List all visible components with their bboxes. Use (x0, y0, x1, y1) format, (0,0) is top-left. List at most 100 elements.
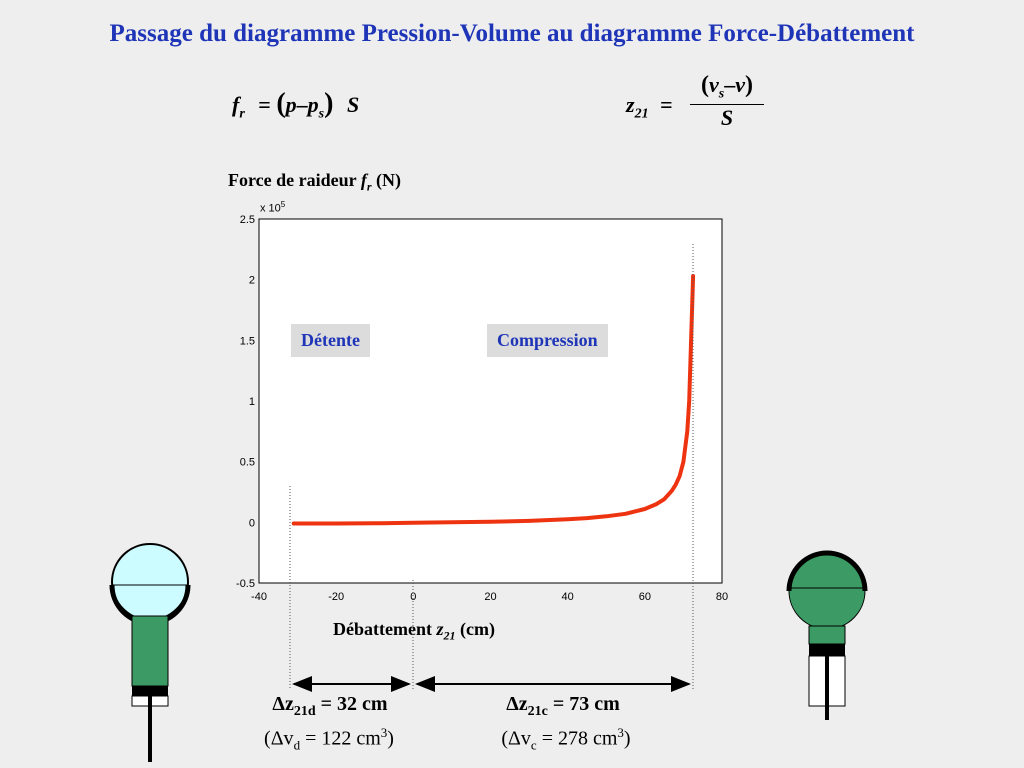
page-title: Passage du diagramme Pression-Volume au … (109, 20, 915, 47)
y-scale-factor: x 105 (260, 200, 285, 215)
x-axis-label-text: Débattement (333, 619, 437, 639)
label-detente: Détente (291, 324, 370, 357)
delta-vc-exp: 3 (617, 725, 624, 740)
series-points (292, 274, 695, 526)
formula-num-v: v (709, 72, 719, 97)
series-line (291, 274, 696, 526)
formula-num-v2: v (735, 72, 745, 97)
delta-v-detente: (Δvd = 122 cm3) (226, 725, 432, 754)
series-point (411, 521, 415, 525)
delta-v-compression: (Δvc = 278 cm3) (463, 725, 669, 754)
formula-var-S: S (346, 92, 360, 117)
y-tick-label: 0.5 (240, 457, 255, 469)
delta-d-sub: 21d (293, 704, 316, 719)
series-point (662, 497, 666, 501)
series-point (292, 522, 296, 526)
formula-minus: – (296, 92, 308, 117)
scale-factor-exp: 5 (280, 200, 286, 209)
x-tick-label: -20 (328, 591, 344, 603)
formula-fraction: (vs–v) S (690, 72, 764, 131)
piston-left-head (132, 686, 168, 696)
piston-right-illustration (786, 550, 868, 720)
x-axis-label-var: z (436, 619, 444, 639)
formula-sub-21: 21 (634, 106, 649, 122)
formula-sub-r: r (239, 106, 245, 122)
formula-var-f: f (232, 92, 240, 117)
y-tick-label: -0.5 (236, 578, 255, 590)
x-tick-label: 40 (562, 591, 574, 603)
formula-paren-close: ) (324, 88, 334, 119)
delta-vd-close: ) (387, 727, 394, 750)
series-point (373, 521, 377, 525)
x-axis-label-unit: (cm) (455, 619, 495, 639)
y-axis-label-text: Force de raideur (228, 170, 361, 190)
y-tick-label: 2 (249, 275, 255, 287)
x-tick-label: 80 (716, 591, 728, 603)
series-point (624, 512, 628, 516)
delta-vd-sub: d (293, 737, 301, 753)
y-tick-label: 2.5 (240, 214, 255, 226)
delta-vc-value: = 278 cm (536, 727, 618, 750)
series-point (489, 520, 492, 524)
y-tick-label: 1 (249, 396, 255, 408)
series-point (670, 489, 674, 493)
x-tick-label: 0 (410, 591, 416, 603)
delta-d-symbol: Δz (272, 693, 294, 715)
delta-vd-value: = 122 cm (300, 727, 381, 750)
piston-right-seal (786, 550, 868, 592)
delta-c-sub: 21c (527, 704, 548, 719)
y-tick-label: 1.5 (240, 335, 255, 347)
formula-sub-s: s (318, 106, 325, 122)
formula-eq-right: = (660, 92, 673, 117)
formula-eq: = (258, 92, 271, 117)
delta-z-compression: Δz21c = 73 cm (463, 693, 663, 720)
delta-vd-exp: 3 (380, 725, 388, 740)
delta-z-detente: Δz21d = 32 cm (230, 693, 430, 720)
delta-c-symbol: Δz (506, 693, 528, 715)
series-point (689, 338, 693, 342)
series-point (527, 519, 531, 523)
x-tick-label: 20 (484, 591, 496, 603)
delta-vc-open: (Δv (501, 727, 531, 750)
plot-area (258, 218, 723, 584)
delta-d-value: = 32 cm (315, 693, 388, 715)
x-axis-label-sub: 21 (443, 628, 456, 643)
delta-vc-sub: c (530, 737, 537, 753)
formula-num-minus: – (724, 72, 736, 97)
formula-debattement: z21 = (626, 92, 673, 122)
formula-paren-open: ( (276, 88, 286, 119)
formula-denominator: S (720, 105, 734, 131)
delta-vd-open: (Δv (264, 727, 294, 750)
series-point (674, 483, 678, 487)
y-axis-label-var: f (360, 170, 367, 190)
y-axis-label: Force de raideur fr (N) (228, 170, 401, 195)
piston-right-body (808, 625, 846, 645)
formula-numerator: (vs–v) (690, 72, 764, 106)
series-point (681, 460, 685, 464)
piston-left-body (131, 615, 169, 687)
series-point (585, 516, 589, 520)
series-point (334, 522, 338, 526)
label-compression: Compression (487, 324, 608, 357)
formula-var-p: p (285, 92, 297, 117)
x-tick-label: 60 (639, 591, 651, 603)
x-tick-label: -40 (251, 591, 267, 603)
series-point (654, 502, 658, 506)
series-point (685, 429, 689, 433)
formula-var-ps: p (307, 92, 319, 117)
series-point (687, 399, 691, 403)
series-point (643, 507, 647, 511)
series-point (678, 474, 682, 478)
delta-vc-close: ) (623, 727, 631, 750)
piston-left-illustration (109, 543, 191, 762)
series-point (604, 514, 608, 518)
x-axis-label: Débattement z21 (cm) (333, 619, 495, 644)
formula-var-z: z (626, 92, 635, 117)
piston-right-head (809, 644, 845, 656)
series-point (566, 517, 570, 521)
y-axis-label-sub: r (366, 179, 372, 194)
y-tick-label: 0 (249, 517, 255, 529)
chart-ticks: -40 -20 0 20 40 60 80 -0.5 0 0.5 1 1.5 2 2.5 (236, 214, 728, 603)
scale-factor-text: x 10 (260, 202, 281, 215)
